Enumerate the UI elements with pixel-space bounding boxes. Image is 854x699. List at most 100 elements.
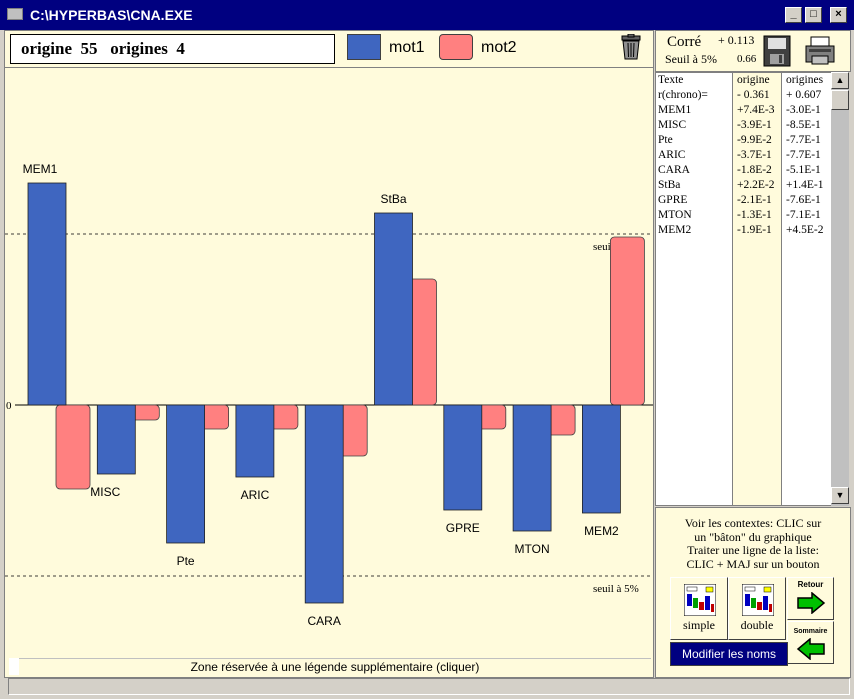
table-header-cell: origines xyxy=(786,74,824,86)
corr-value: + 0.113 xyxy=(718,33,755,47)
corr-label: Corré xyxy=(667,34,702,50)
table-cell[interactable]: +7.4E-3 xyxy=(737,104,775,116)
bar-mot1[interactable] xyxy=(304,404,344,604)
sommaire-button[interactable]: Sommaire xyxy=(787,621,834,664)
trash-icon[interactable] xyxy=(619,34,643,60)
bar-mot1[interactable] xyxy=(96,404,136,475)
category-label: ARIC xyxy=(241,488,270,502)
table-scrollbar[interactable]: ▲ ▼ xyxy=(831,72,849,506)
chart-header: origine 55 origines 4 mot1 mot2 xyxy=(5,31,653,68)
simple-graph-button[interactable]: simple xyxy=(670,577,728,640)
table-cell[interactable]: +1.4E-1 xyxy=(786,179,824,191)
help-line: CLIC + MAJ sur un bouton xyxy=(686,556,820,571)
seuil-label: Seuil à 5% xyxy=(665,52,717,66)
close-button[interactable]: × xyxy=(830,7,847,23)
threshold-label-lower: seuil à 5% xyxy=(593,583,639,595)
status-bar xyxy=(4,678,850,696)
bar-mot2[interactable] xyxy=(55,404,91,490)
column-origine: origine - 0.361 +7.4E-3 -3.9E-1 -9.9E-2 -3.7E… xyxy=(732,73,782,505)
double-label: double xyxy=(740,618,774,632)
save-icon[interactable] xyxy=(763,35,791,67)
seuil-value: 0.66 xyxy=(737,53,757,65)
table-cell[interactable]: +2.2E-2 xyxy=(737,179,775,191)
table-row-label[interactable]: CARA xyxy=(658,164,690,176)
side-panel: Corré + 0.113 Seuil à 5% 0.66 Texte r(chr… xyxy=(655,30,851,678)
help-line: Traiter une ligne de la liste: xyxy=(687,543,819,557)
bar-mot1[interactable] xyxy=(374,212,413,406)
app-icon[interactable] xyxy=(7,8,23,20)
zero-label: 0 xyxy=(6,400,12,412)
bar-mot1[interactable] xyxy=(582,404,621,514)
table-cell[interactable]: -1.8E-2 xyxy=(737,164,772,176)
table-cell[interactable]: + 0.607 xyxy=(786,89,822,101)
table-cell[interactable]: -2.1E-1 xyxy=(737,194,772,206)
bar-mot1[interactable] xyxy=(443,404,483,511)
arrow-left-icon xyxy=(796,638,825,660)
column-origines: origines + 0.607 -3.0E-1 -8.5E-1 -7.7E-1 -7.7… xyxy=(782,73,832,505)
table-cell[interactable]: -7.7E-1 xyxy=(786,134,821,146)
table-row-label[interactable]: GPRE xyxy=(658,194,688,206)
table-row-label[interactable]: r(chrono)= xyxy=(658,89,708,101)
category-label: GPRE xyxy=(446,521,480,535)
table-row-label[interactable]: MEM1 xyxy=(658,104,692,116)
bar-mot2[interactable] xyxy=(610,236,645,406)
bar-chart: seuil à 5%seuil à 5%0MEM1MISCPteARICCARA… xyxy=(5,162,653,628)
table-cell[interactable]: -8.5E-1 xyxy=(786,119,821,131)
table-cell[interactable]: -7.6E-1 xyxy=(786,194,821,206)
modify-names-button[interactable]: Modifier les noms xyxy=(670,642,788,666)
scroll-down-button[interactable]: ▼ xyxy=(831,487,849,504)
retour-button[interactable]: Retour xyxy=(787,577,834,620)
legend-swatch-mot1 xyxy=(347,34,381,60)
table-cell[interactable]: -9.9E-2 xyxy=(737,134,772,146)
bar-mot1[interactable] xyxy=(166,404,206,544)
help-text: Voir les contextes: CLIC sur un "bâton" … xyxy=(658,516,848,571)
double-graph-button[interactable]: double xyxy=(728,577,786,640)
table-row-label[interactable]: MTON xyxy=(658,209,692,221)
legend-label-mot2: mot2 xyxy=(481,39,517,56)
sommaire-label: Sommaire xyxy=(793,628,828,635)
title-bar: C:\HYPERBAS\CNA.EXE _ □ × xyxy=(0,0,854,30)
window-title: C:\HYPERBAS\CNA.EXE xyxy=(30,7,193,23)
minimize-button[interactable]: _ xyxy=(785,7,802,23)
table-cell[interactable]: -3.0E-1 xyxy=(786,104,821,116)
table-cell[interactable]: - 0.361 xyxy=(737,89,770,101)
chart-pane: origine 55 origines 4 mot1 mot2 seuil à … xyxy=(4,30,654,678)
legend-swatch-mot2 xyxy=(439,34,473,60)
origin-summary: origine 55 origines 4 xyxy=(10,34,335,64)
category-label: MISC xyxy=(90,485,120,499)
table-cell[interactable]: -7.1E-1 xyxy=(786,209,821,221)
table-cell[interactable]: -1.3E-1 xyxy=(737,209,772,221)
legend-zone-marker xyxy=(9,658,19,675)
retour-label: Retour xyxy=(797,580,824,589)
help-line: Voir les contextes: CLIC sur xyxy=(684,516,822,530)
bar-graph-icon xyxy=(742,584,774,616)
table-row-label[interactable]: MEM2 xyxy=(658,224,692,236)
category-label: Pte xyxy=(177,554,195,568)
category-label: MEM1 xyxy=(23,162,58,176)
table-row-label[interactable]: StBa xyxy=(658,179,681,191)
bar-mot1[interactable] xyxy=(235,404,275,478)
table-cell[interactable]: -3.9E-1 xyxy=(737,119,772,131)
arrow-right-icon xyxy=(797,592,826,614)
table-cell[interactable]: +4.5E-2 xyxy=(786,224,824,236)
category-label: MTON xyxy=(515,542,550,556)
bar-graph-icon xyxy=(684,584,716,616)
maximize-button[interactable]: □ xyxy=(805,7,822,23)
simple-label: simple xyxy=(683,618,715,632)
table-cell[interactable]: -7.7E-1 xyxy=(786,149,821,161)
table-row-label[interactable]: ARIC xyxy=(658,149,686,161)
table-row-label[interactable]: Pte xyxy=(658,134,673,146)
bar-mot1[interactable] xyxy=(27,182,67,406)
table-header-cell: origine xyxy=(737,74,770,86)
printer-icon[interactable] xyxy=(804,36,836,66)
column-texte: Texte r(chrono)= MEM1 MISC Pte ARIC CARA … xyxy=(656,73,732,505)
table-row-label[interactable]: MISC xyxy=(658,119,687,131)
table-cell[interactable]: -1.9E-1 xyxy=(737,224,772,236)
table-cell[interactable]: -3.7E-1 xyxy=(737,149,772,161)
scroll-up-button[interactable]: ▲ xyxy=(831,72,849,89)
table-cell[interactable]: -5.1E-1 xyxy=(786,164,821,176)
scroll-thumb[interactable] xyxy=(831,90,849,110)
bar-mot1[interactable] xyxy=(512,404,552,532)
legend-label-mot1: mot1 xyxy=(389,39,425,56)
extra-legend-zone[interactable]: Zone réservée à une légende supplémentai… xyxy=(19,658,651,675)
